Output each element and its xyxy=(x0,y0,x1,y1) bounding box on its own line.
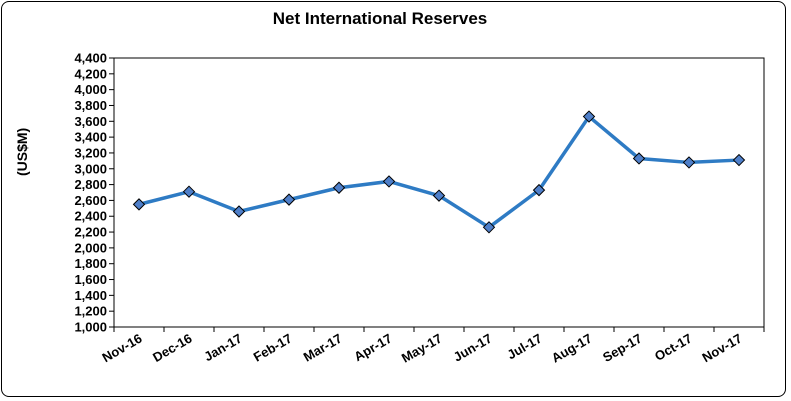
y-tick-label: 3,600 xyxy=(74,114,107,129)
plot-area xyxy=(113,57,765,328)
y-tick-label: 1,200 xyxy=(74,304,107,319)
series xyxy=(132,110,746,234)
axes xyxy=(113,57,765,328)
y-tick-label: 4,400 xyxy=(74,51,107,66)
y-tick-label: 1,400 xyxy=(74,288,107,303)
y-tick-label: 2,800 xyxy=(74,177,107,192)
y-tick-label: 2,600 xyxy=(74,193,107,208)
x-tick-label: Sep-17 xyxy=(600,331,644,365)
y-tick-label: 3,000 xyxy=(74,161,107,176)
y-tick-label: 3,800 xyxy=(74,98,107,113)
x-tick-label: Jun-17 xyxy=(451,331,495,365)
y-tick-label: 2,200 xyxy=(74,225,107,240)
data-point-marker xyxy=(282,193,296,206)
x-tick-label: Aug-17 xyxy=(549,331,595,366)
x-tick-label: Nov-16 xyxy=(99,331,144,366)
chart-title: Net International Reserves xyxy=(272,9,488,28)
x-ticks: Nov-16 Dec-16 Jan-17 Feb-17 Mar-17 Apr-17 May-… xyxy=(99,327,765,366)
x-tick-label: Oct-17 xyxy=(652,331,695,364)
x-tick-label: Apr-17 xyxy=(351,331,394,365)
data-point-marker xyxy=(682,156,696,169)
y-tick-label: 3,400 xyxy=(74,130,107,145)
x-tick-label: Dec-16 xyxy=(150,331,194,365)
data-point-marker xyxy=(732,153,746,167)
y-tick-label: 1,800 xyxy=(74,256,107,271)
data-point-marker xyxy=(232,205,246,218)
x-tick-label: Jan-17 xyxy=(201,331,244,365)
data-point-marker xyxy=(182,185,196,198)
data-point-marker xyxy=(382,175,396,188)
data-point-marker xyxy=(582,110,596,123)
y-ticks: 1,0001,2001,4001,6001,8002,0002,2002,400… xyxy=(74,51,114,335)
x-tick-label: Mar-17 xyxy=(301,331,345,365)
y-tick-label: 2,400 xyxy=(74,209,107,224)
x-tick-label: Nov-17 xyxy=(699,331,744,366)
y-tick-label: 3,200 xyxy=(74,145,107,160)
y-tick-label: 1,600 xyxy=(74,272,107,287)
series-line xyxy=(138,114,740,230)
data-point-marker xyxy=(632,152,646,165)
data-point-marker xyxy=(482,221,496,234)
y-tick-label: 1,000 xyxy=(74,320,107,335)
y-tick-label: 4,000 xyxy=(74,82,107,97)
x-tick-label: May-17 xyxy=(399,331,445,366)
data-point-marker xyxy=(532,183,546,197)
data-point-marker xyxy=(432,189,446,202)
x-tick-label: Feb-17 xyxy=(251,331,295,365)
data-point-marker xyxy=(132,198,146,211)
data-point-marker xyxy=(332,181,346,194)
y-tick-label: 4,200 xyxy=(74,66,107,81)
y-tick-label: 2,000 xyxy=(74,240,107,255)
x-tick-label: Jul-17 xyxy=(504,331,544,363)
